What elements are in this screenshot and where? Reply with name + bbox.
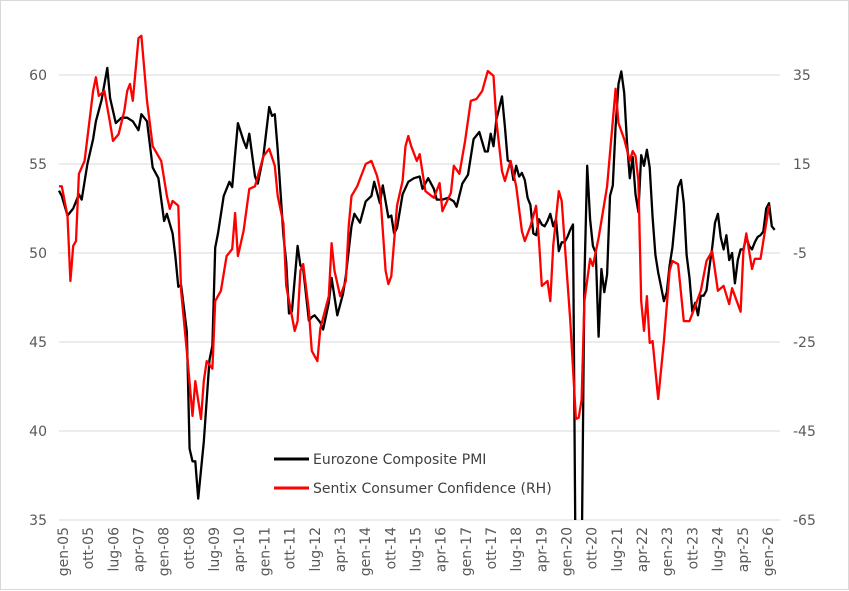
x-tick-label: gen-11 [257, 527, 273, 576]
x-axis-ticks: gen-05 ott-05 lug-06 apr-07 gen-08 ott-08 lug-… [56, 527, 777, 576]
x-tick-label: lug-12 [308, 527, 324, 572]
x-tick-label: lug-15 [408, 527, 424, 572]
left-axis-ticks: 60 55 50 45 40 35 [29, 68, 47, 529]
pmi-line [580, 70, 776, 521]
x-tick-label: apr-25 [736, 527, 752, 572]
x-tick-label: ott-20 [585, 527, 601, 569]
x-tick-label: gen-14 [358, 527, 374, 576]
sentix-line [59, 34, 771, 421]
x-tick-label: gen-23 [660, 527, 676, 576]
right-tick-label: -5 [793, 246, 807, 262]
x-tick-label: ott-11 [283, 527, 299, 569]
x-tick-label: lug-06 [106, 527, 122, 572]
left-tick-label: 35 [29, 513, 47, 529]
legend-label-sentix: Sentix Consumer Confidence (RH) [313, 481, 552, 497]
x-tick-label: apr-07 [132, 527, 148, 572]
x-tick-label: ott-14 [383, 527, 399, 570]
legend: Eurozone Composite PMI Sentix Consumer C… [274, 452, 552, 497]
x-tick-label: ott-08 [182, 527, 198, 569]
x-tick-label: ott-17 [484, 527, 500, 569]
series-lines [57, 34, 776, 521]
right-tick-label: -65 [793, 513, 816, 529]
x-tick-label: lug-18 [509, 527, 525, 572]
x-tick-label: gen-20 [560, 527, 576, 576]
left-tick-label: 50 [29, 246, 47, 262]
left-tick-label: 40 [29, 424, 47, 440]
x-tick-label: lug-24 [711, 527, 727, 572]
x-tick-label: gen-05 [56, 527, 72, 576]
legend-label-pmi: Eurozone Composite PMI [313, 452, 486, 468]
right-tick-label: 35 [793, 68, 811, 84]
x-tick-label: gen-17 [459, 527, 475, 576]
x-tick-label: lug-21 [610, 527, 626, 572]
x-tick-label: apr-16 [434, 527, 450, 572]
left-tick-label: 45 [29, 335, 47, 351]
x-tick-label: ott-23 [685, 527, 701, 569]
x-tick-label: gen-26 [761, 527, 777, 576]
x-tick-label: gen-08 [157, 527, 173, 576]
x-tick-label: apr-13 [333, 527, 349, 572]
right-axis-ticks: 35 15 -5 -25 -45 -65 [793, 68, 816, 529]
x-tick-label: apr-10 [232, 527, 248, 572]
right-tick-label: -25 [793, 335, 816, 351]
x-tick-label: ott-05 [81, 527, 97, 569]
left-tick-label: 60 [29, 68, 47, 84]
x-tick-label: apr-19 [534, 527, 550, 572]
x-tick-label: apr-22 [635, 527, 651, 572]
x-tick-label: lug-09 [207, 527, 223, 572]
right-tick-label: 15 [793, 157, 811, 173]
left-tick-label: 55 [29, 157, 47, 173]
right-tick-label: -45 [793, 424, 816, 440]
